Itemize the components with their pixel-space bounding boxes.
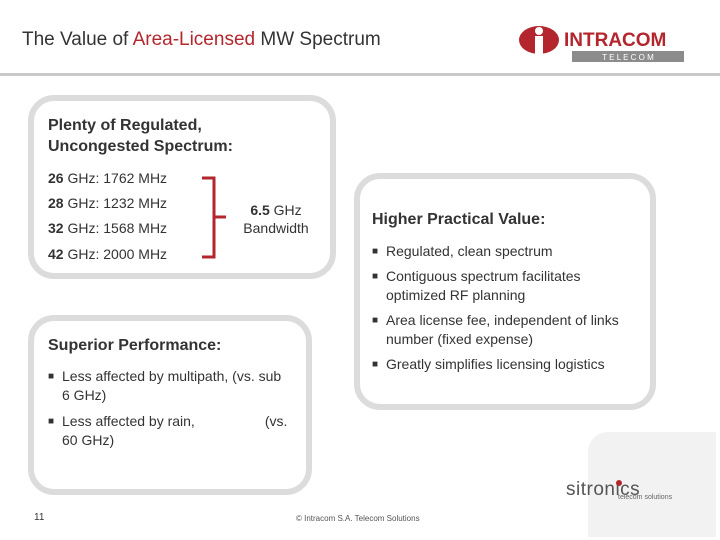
band-text: GHz: 1762 MHz (63, 170, 168, 186)
bullet-square-icon: ■ (372, 246, 379, 257)
total-bandwidth-label: Bandwidth (243, 220, 309, 236)
spectrum-box (28, 95, 336, 279)
band-text: GHz: 1568 MHz (63, 220, 168, 236)
list-item: ■ Less affected by multipath, (vs. sub 6 … (48, 367, 288, 405)
intracom-logo: INTRACOM T E L E C O M (519, 26, 684, 62)
page-number: 11 (34, 512, 45, 523)
title-suffix: MW Spectrum (255, 29, 381, 50)
spectrum-row-32: 32 GHz: 1568 MHz (48, 220, 167, 236)
logo-sub-text: T E L E C O M (602, 53, 654, 62)
band-text: GHz: 2000 MHz (63, 246, 168, 262)
list-item-text: 60 GHz) (62, 432, 115, 448)
bullet-square-icon: ■ (48, 371, 55, 382)
header-divider (0, 73, 720, 76)
list-item: ■ Regulated, clean spectrum (372, 242, 642, 261)
title-highlight: Area-Licensed (132, 29, 256, 50)
list-item: ■ Less affected by rain, (vs. 60 GHz) (48, 412, 288, 450)
band-number: 28 (48, 195, 64, 211)
list-item-text: Greatly simplifies licensing logistics (386, 356, 605, 372)
total-bandwidth-unit: GHz (269, 202, 302, 218)
total-bandwidth: 6.5 GHz Bandwidth (236, 201, 316, 237)
list-item-text: (vs. (264, 413, 288, 429)
partner-tagline: telecom solutions (618, 494, 673, 501)
list-item-text: Area license fee, independent of links n… (386, 312, 619, 347)
logo-main-text: INTRACOM (564, 30, 666, 51)
performance-box (28, 315, 312, 495)
value-box (354, 173, 656, 410)
band-text: GHz: 1232 MHz (63, 195, 168, 211)
list-item: ■ Contiguous spectrum facilitates optimiz… (372, 267, 642, 305)
list-item-text: Less affected by rain, (62, 413, 195, 429)
bullet-square-icon: ■ (48, 416, 55, 427)
band-number: 26 (48, 170, 64, 186)
value-bullet-list: ■ Regulated, clean spectrum ■ Contiguous s… (372, 242, 642, 380)
bullet-square-icon: ■ (372, 359, 379, 370)
logo-dot-icon (616, 480, 622, 486)
bullet-square-icon: ■ (372, 315, 379, 326)
sitronics-logo: sitronics (566, 479, 640, 500)
list-item-text: Less affected by multipath, (vs. sub 6 G… (62, 368, 282, 403)
slide-title: The Value of Area-Licensed MW Spectrum (22, 29, 381, 51)
intracom-logo-mark-icon (519, 26, 559, 54)
list-item-text: Regulated, clean spectrum (386, 243, 553, 259)
footer-copyright: © Intracom S.A. Telecom Solutions (296, 514, 420, 523)
title-prefix: The Value of (22, 29, 133, 50)
bracket-icon (202, 176, 226, 259)
list-item-text: Contiguous spectrum facilitates optimize… (386, 268, 581, 303)
spectrum-row-26: 26 GHz: 1762 MHz (48, 170, 167, 186)
performance-heading: Superior Performance: (48, 337, 222, 354)
list-item: ■ Greatly simplifies licensing logistics (372, 355, 642, 374)
bullet-square-icon: ■ (372, 271, 379, 282)
decorative-panel (588, 432, 716, 537)
performance-bullet-list: ■ Less affected by multipath, (vs. sub 6 … (48, 367, 288, 457)
spectrum-row-42: 42 GHz: 2000 MHz (48, 246, 167, 262)
list-item: ■ Area license fee, independent of links … (372, 311, 642, 349)
band-number: 32 (48, 220, 64, 236)
total-bandwidth-value: 6.5 (250, 202, 270, 218)
band-number: 42 (48, 246, 64, 262)
spectrum-row-28: 28 GHz: 1232 MHz (48, 195, 167, 211)
value-heading: Higher Practical Value: (372, 211, 546, 228)
spectrum-heading: Plenty of Regulated, Uncongested Spectru… (48, 117, 233, 155)
